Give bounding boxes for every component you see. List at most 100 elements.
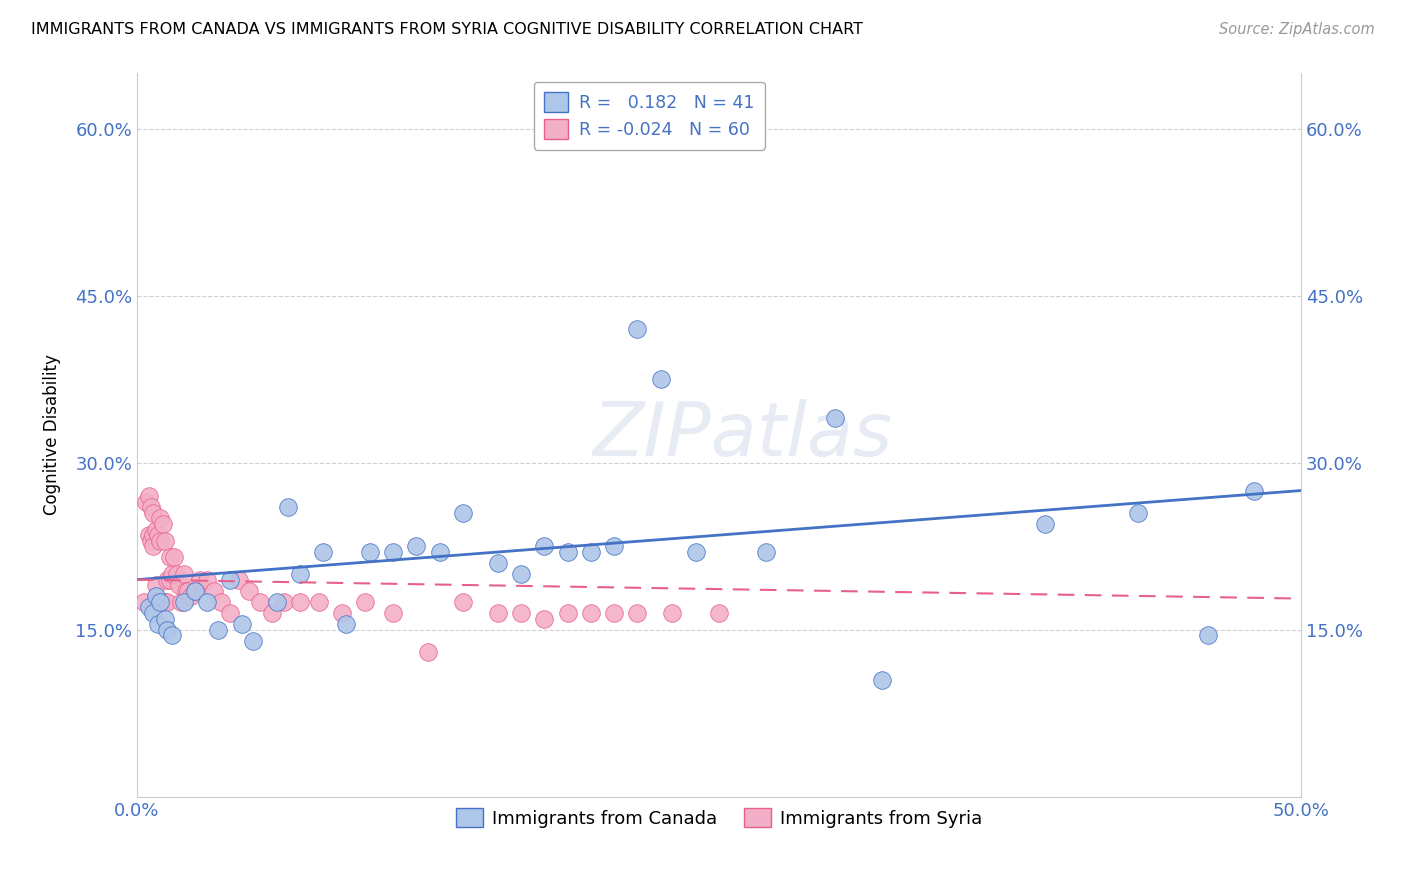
Point xyxy=(160,567,183,582)
Point xyxy=(184,583,207,598)
Point xyxy=(142,539,165,553)
Point xyxy=(231,617,253,632)
Point xyxy=(312,545,335,559)
Y-axis label: Cognitive Disability: Cognitive Disability xyxy=(44,354,60,516)
Point xyxy=(152,595,174,609)
Point xyxy=(1243,483,1265,498)
Point xyxy=(173,567,195,582)
Point xyxy=(177,583,200,598)
Point xyxy=(533,539,555,553)
Point xyxy=(249,595,271,609)
Point xyxy=(174,583,197,598)
Point xyxy=(382,606,405,620)
Point xyxy=(209,595,232,609)
Point xyxy=(195,595,218,609)
Point xyxy=(153,612,176,626)
Text: IMMIGRANTS FROM CANADA VS IMMIGRANTS FROM SYRIA COGNITIVE DISABILITY CORRELATION: IMMIGRANTS FROM CANADA VS IMMIGRANTS FRO… xyxy=(31,22,863,37)
Text: ZIPatlas: ZIPatlas xyxy=(592,399,893,471)
Point xyxy=(145,595,167,609)
Point xyxy=(661,606,683,620)
Point xyxy=(354,595,377,609)
Point xyxy=(1126,506,1149,520)
Point xyxy=(146,617,169,632)
Point xyxy=(685,545,707,559)
Point xyxy=(277,500,299,515)
Point xyxy=(159,550,181,565)
Point xyxy=(603,539,626,553)
Point xyxy=(219,606,242,620)
Point xyxy=(152,516,174,531)
Point xyxy=(650,372,672,386)
Point xyxy=(533,612,555,626)
Point xyxy=(416,645,439,659)
Point xyxy=(1197,628,1219,642)
Point xyxy=(626,606,648,620)
Point xyxy=(156,595,179,609)
Point xyxy=(166,567,188,582)
Point xyxy=(557,606,579,620)
Point xyxy=(145,590,167,604)
Point xyxy=(139,533,162,548)
Point xyxy=(149,511,172,525)
Point xyxy=(132,595,155,609)
Point xyxy=(451,506,474,520)
Point xyxy=(159,573,181,587)
Point xyxy=(188,573,211,587)
Point xyxy=(195,573,218,587)
Point xyxy=(139,500,162,515)
Point xyxy=(510,606,533,620)
Point xyxy=(219,573,242,587)
Point xyxy=(486,556,509,570)
Point xyxy=(486,606,509,620)
Point xyxy=(142,506,165,520)
Point xyxy=(238,583,260,598)
Point xyxy=(184,583,207,598)
Point xyxy=(382,545,405,559)
Point xyxy=(153,595,176,609)
Point xyxy=(707,606,730,620)
Point xyxy=(167,578,190,592)
Point xyxy=(142,528,165,542)
Point xyxy=(149,533,172,548)
Point xyxy=(260,606,283,620)
Point xyxy=(149,595,172,609)
Point xyxy=(335,617,357,632)
Point xyxy=(145,578,167,592)
Point xyxy=(146,595,169,609)
Point xyxy=(603,606,626,620)
Point xyxy=(288,567,311,582)
Point xyxy=(135,494,157,508)
Point xyxy=(870,673,893,687)
Point xyxy=(754,545,776,559)
Point xyxy=(202,583,225,598)
Point xyxy=(163,550,186,565)
Point xyxy=(170,595,193,609)
Point xyxy=(273,595,295,609)
Point xyxy=(145,523,167,537)
Point xyxy=(228,573,250,587)
Point xyxy=(557,545,579,559)
Point xyxy=(207,623,229,637)
Point xyxy=(308,595,330,609)
Point xyxy=(288,595,311,609)
Text: Source: ZipAtlas.com: Source: ZipAtlas.com xyxy=(1219,22,1375,37)
Point xyxy=(153,533,176,548)
Point xyxy=(138,600,160,615)
Point xyxy=(156,573,179,587)
Point xyxy=(330,606,353,620)
Point xyxy=(266,595,288,609)
Point xyxy=(142,606,165,620)
Point xyxy=(579,545,602,559)
Point xyxy=(156,623,179,637)
Point xyxy=(180,590,202,604)
Point xyxy=(579,606,602,620)
Point xyxy=(242,633,264,648)
Point xyxy=(146,528,169,542)
Point xyxy=(451,595,474,609)
Point xyxy=(160,628,183,642)
Point xyxy=(626,322,648,336)
Point xyxy=(173,595,195,609)
Point xyxy=(1033,516,1056,531)
Point xyxy=(824,411,846,425)
Point xyxy=(359,545,381,559)
